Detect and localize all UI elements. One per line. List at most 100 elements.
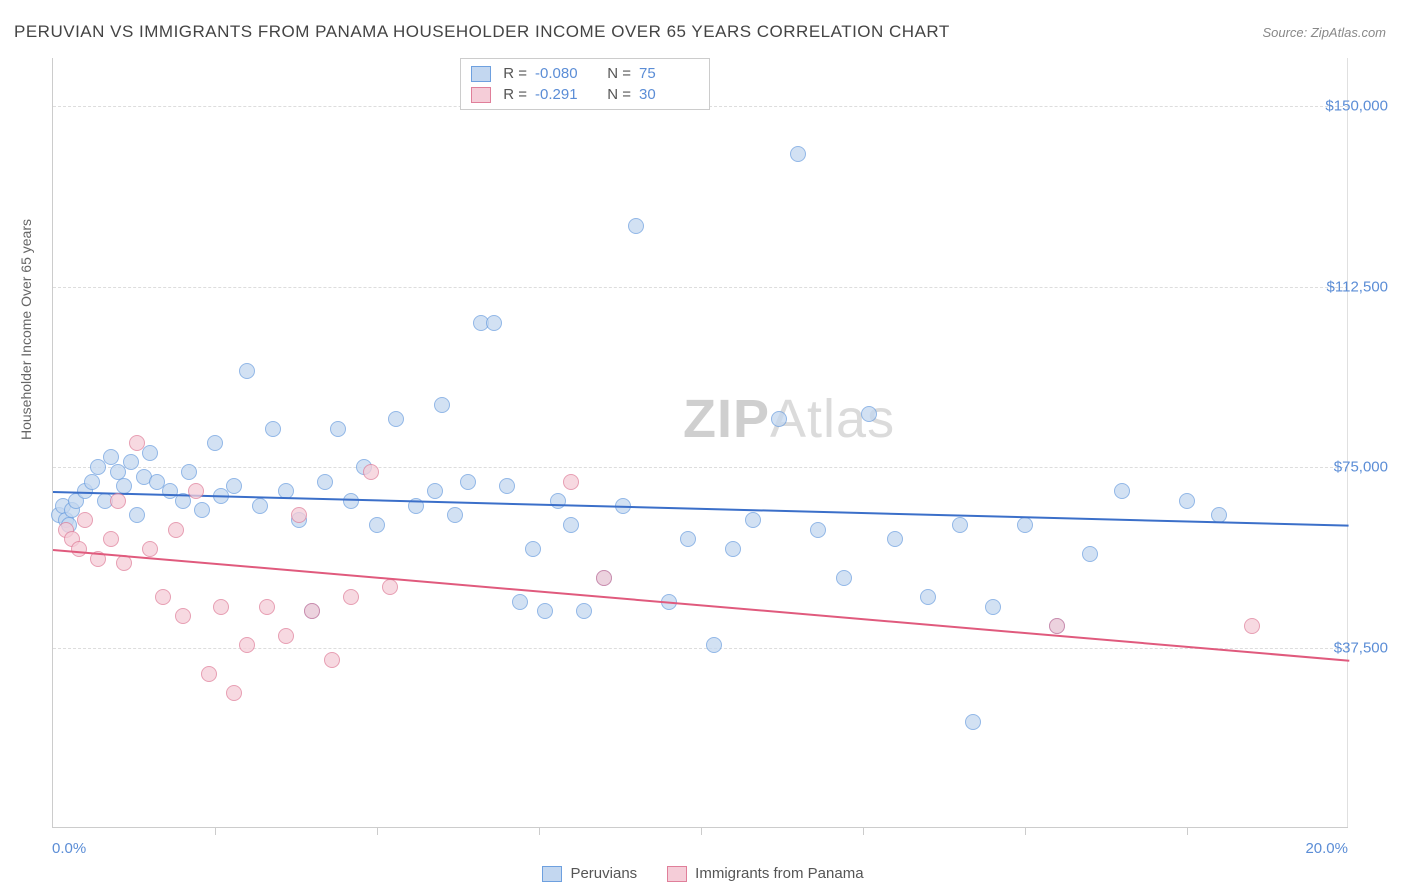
stat-n-label: N = <box>603 86 631 103</box>
y-tick-label: $112,500 <box>1327 278 1388 295</box>
data-point <box>1017 517 1033 533</box>
data-point <box>576 603 592 619</box>
x-tick <box>377 827 378 835</box>
source-attribution: Source: ZipAtlas.com <box>1262 25 1386 40</box>
data-point <box>887 531 903 547</box>
data-point <box>110 493 126 509</box>
data-point <box>71 541 87 557</box>
data-point <box>84 474 100 490</box>
stat-n-value: 75 <box>639 65 699 82</box>
watermark-bold: ZIP <box>683 389 770 449</box>
data-point <box>324 652 340 668</box>
data-point <box>447 507 463 523</box>
data-point <box>486 315 502 331</box>
gridline <box>53 287 1348 288</box>
stats-legend-row: R = -0.291 N = 30 <box>471 84 699 105</box>
data-point <box>525 541 541 557</box>
data-point <box>168 522 184 538</box>
y-tick-label: $37,500 <box>1334 639 1388 656</box>
chart-title: PERUVIAN VS IMMIGRANTS FROM PANAMA HOUSE… <box>14 22 950 42</box>
data-point <box>213 599 229 615</box>
stat-r-value: -0.080 <box>535 65 595 82</box>
data-point <box>1082 546 1098 562</box>
data-point <box>129 507 145 523</box>
data-point <box>596 570 612 586</box>
data-point <box>207 435 223 451</box>
data-point <box>77 512 93 528</box>
data-point <box>1114 483 1130 499</box>
x-tick <box>539 827 540 835</box>
data-point <box>771 411 787 427</box>
data-point <box>330 421 346 437</box>
data-point <box>317 474 333 490</box>
stat-n-value: 30 <box>639 86 699 103</box>
data-point <box>388 411 404 427</box>
stats-legend-row: R = -0.080 N = 75 <box>471 63 699 84</box>
y-tick-label: $150,000 <box>1325 98 1388 115</box>
y-tick-label: $75,000 <box>1334 459 1388 476</box>
legend-label: Peruvians <box>570 865 637 882</box>
x-tick <box>1187 827 1188 835</box>
stat-r-label: R = <box>499 65 527 82</box>
data-point <box>810 522 826 538</box>
data-point <box>680 531 696 547</box>
stat-n-label: N = <box>603 65 631 82</box>
data-point <box>278 628 294 644</box>
data-point <box>142 541 158 557</box>
data-point <box>460 474 476 490</box>
data-point <box>129 435 145 451</box>
data-point <box>1244 618 1260 634</box>
data-point <box>1049 618 1065 634</box>
legend-swatch <box>471 87 491 103</box>
data-point <box>181 464 197 480</box>
data-point <box>836 570 852 586</box>
x-tick-label: 20.0% <box>1305 840 1348 857</box>
data-point <box>427 483 443 499</box>
legend-item: Peruvians <box>542 865 637 882</box>
data-point <box>706 637 722 653</box>
data-point <box>512 594 528 610</box>
data-point <box>952 517 968 533</box>
data-point <box>226 478 242 494</box>
watermark-rest: Atlas <box>770 389 895 449</box>
data-point <box>103 531 119 547</box>
data-point <box>790 146 806 162</box>
data-point <box>861 406 877 422</box>
data-point <box>985 599 1001 615</box>
data-point <box>175 608 191 624</box>
data-point <box>1179 493 1195 509</box>
x-tick <box>863 827 864 835</box>
legend-label: Immigrants from Panama <box>695 865 863 882</box>
data-point <box>291 507 307 523</box>
data-point <box>201 666 217 682</box>
stats-legend: R = -0.080 N = 75 R = -0.291 N = 30 <box>460 58 710 110</box>
series-legend: Peruvians Immigrants from Panama <box>0 865 1406 882</box>
legend-swatch <box>542 866 562 882</box>
plot-area: ZIPAtlas <box>52 58 1348 828</box>
x-tick <box>1025 827 1026 835</box>
data-point <box>434 397 450 413</box>
stat-r-label: R = <box>499 86 527 103</box>
x-tick <box>701 827 702 835</box>
x-tick-label: 0.0% <box>52 840 86 857</box>
data-point <box>563 517 579 533</box>
stat-r-value: -0.291 <box>535 86 595 103</box>
data-point <box>265 421 281 437</box>
data-point <box>550 493 566 509</box>
data-point <box>226 685 242 701</box>
legend-item: Immigrants from Panama <box>667 865 863 882</box>
data-point <box>304 603 320 619</box>
gridline <box>53 467 1348 468</box>
data-point <box>239 637 255 653</box>
data-point <box>628 218 644 234</box>
data-point <box>194 502 210 518</box>
data-point <box>499 478 515 494</box>
data-point <box>725 541 741 557</box>
x-tick <box>215 827 216 835</box>
data-point <box>116 555 132 571</box>
data-point <box>252 498 268 514</box>
data-point <box>259 599 275 615</box>
data-point <box>563 474 579 490</box>
trend-line <box>53 491 1349 527</box>
data-point <box>382 579 398 595</box>
